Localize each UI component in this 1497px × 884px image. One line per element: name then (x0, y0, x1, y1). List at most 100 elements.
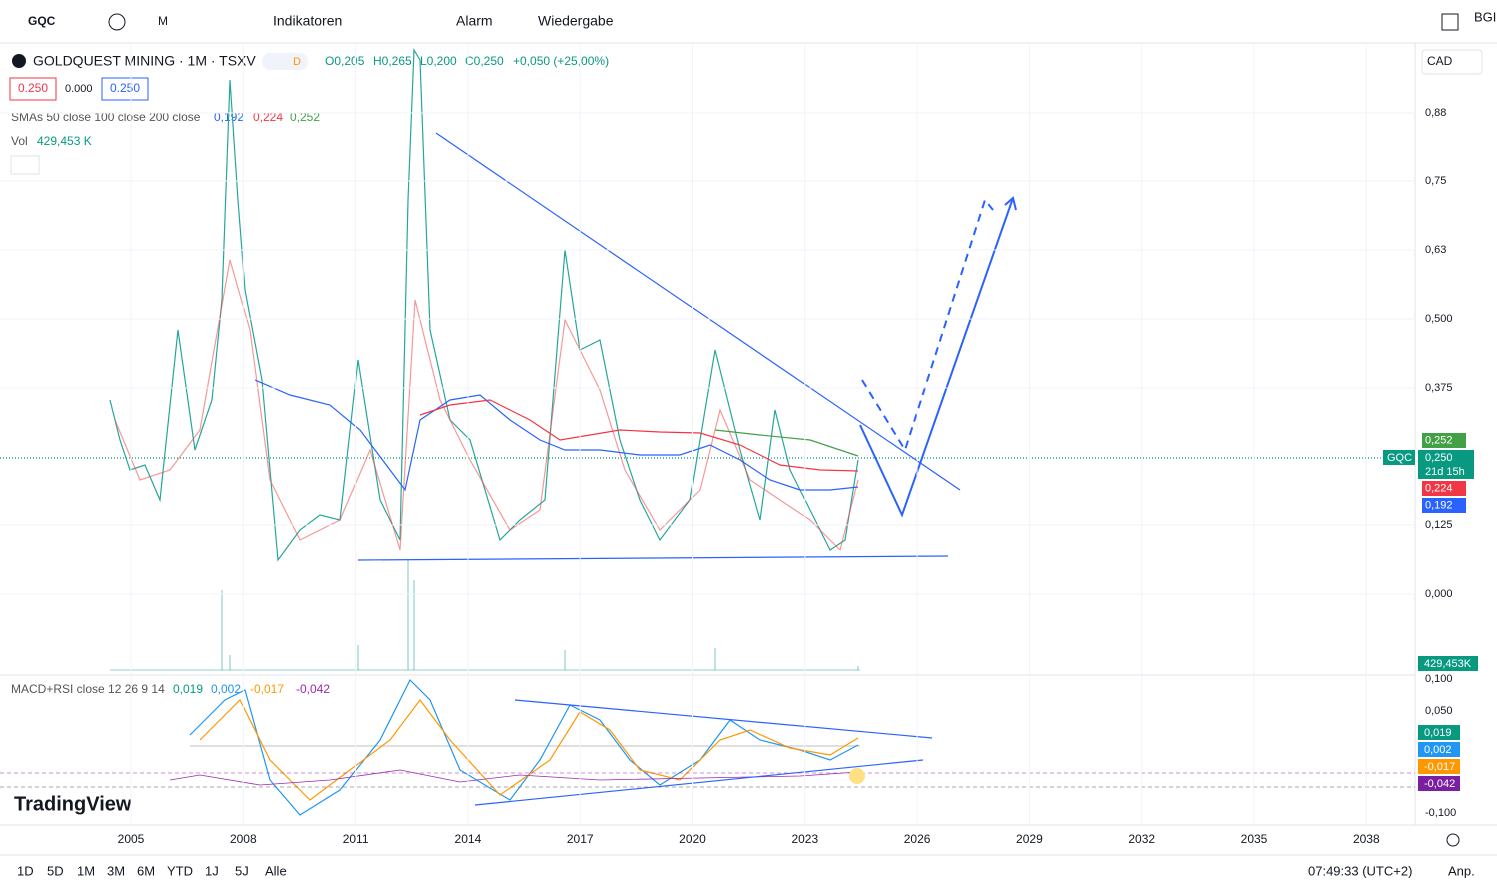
price-tick: 0,000 (1425, 588, 1453, 600)
macd-value-label: 0,019 (1424, 727, 1452, 739)
badge: D (293, 56, 301, 68)
price-series (109, 47, 859, 562)
range-button[interactable]: 5D (47, 863, 64, 878)
legend-title: GOLDQUEST MINING · 1M · TSXV (33, 53, 256, 69)
sma-200: 0,252 (290, 110, 320, 124)
sell-box[interactable] (9, 77, 57, 101)
price-series-down (114, 259, 859, 552)
sma200-label-bg (1422, 433, 1466, 448)
range-button[interactable]: Alle (265, 863, 287, 878)
fullscreen-button[interactable] (1441, 13, 1459, 31)
rsi-value: -0,042 (296, 682, 330, 696)
time-tick: 2032 (1128, 832, 1155, 846)
ohlc-close: C0,250 (465, 54, 504, 68)
symbol-tag: GQC (1387, 452, 1412, 464)
macd-label: MACD+RSI close 12 26 9 14 (11, 682, 165, 696)
macd-hist: 0,019 (173, 682, 203, 696)
volume-bars (110, 560, 860, 671)
collapse-button[interactable] (10, 155, 40, 175)
price-tick: 0,375 (1425, 382, 1453, 394)
volume-label: 429,453K (1424, 658, 1472, 670)
price-tick: 0,500 (1425, 313, 1453, 325)
time-tick: 2017 (567, 832, 594, 846)
indicators-button[interactable]: Indikatoren (273, 13, 342, 29)
sma100-label-bg (1422, 481, 1466, 496)
replay-button[interactable]: Wiedergabe (538, 13, 614, 29)
badge-bg (262, 53, 308, 70)
time-tick: 2035 (1241, 832, 1268, 846)
spread: 0.000 (65, 83, 93, 95)
range-button[interactable]: 1J (205, 863, 219, 878)
interval-button[interactable]: M (158, 14, 168, 28)
sma100-label: 0,224 (1425, 482, 1453, 494)
buy-price[interactable]: 0.250 (110, 81, 140, 95)
last-price: 0,250 (1425, 452, 1453, 464)
price-tick: 0,75 (1425, 175, 1446, 187)
macd-tick: 0,100 (1425, 673, 1453, 685)
sell-price[interactable]: 0.250 (18, 81, 48, 95)
price-tick: 0,88 (1425, 107, 1446, 119)
sma100-line (419, 399, 859, 472)
ohlc-open: O0,205 (325, 54, 365, 68)
price-drawing (0, 47, 1415, 816)
macd-line (189, 678, 859, 816)
symbol-logo (12, 54, 26, 68)
sma-label: SMAs 50 close 100 close 200 close (11, 110, 201, 124)
ohlc-low: L0,200 (420, 54, 457, 68)
user-button[interactable]: BGI (1474, 9, 1496, 24)
sma50-line (254, 379, 859, 492)
range-button[interactable]: 5J (235, 863, 249, 878)
settings-button[interactable] (1446, 833, 1460, 847)
rsi-line (169, 769, 859, 786)
ohlc-change: +0,050 (+25,00%) (513, 54, 609, 68)
buy-box[interactable] (101, 77, 149, 101)
projection-arrow (1004, 196, 1017, 211)
macd-tick: 0,050 (1425, 705, 1453, 717)
adjust-button[interactable]: Anp. (1448, 863, 1475, 878)
compare-button[interactable] (108, 13, 126, 31)
alert-button[interactable]: Alarm (456, 13, 493, 29)
currency[interactable]: CAD (1427, 54, 1453, 68)
symbol-search[interactable]: GQC (28, 14, 56, 28)
macd-trend-upper (514, 699, 933, 739)
range-button[interactable]: 1D (17, 863, 34, 878)
sma50-label-bg (1422, 498, 1466, 513)
time-tick: 2029 (1016, 832, 1043, 846)
time-tick: 2026 (904, 832, 931, 846)
sma200-line (714, 429, 859, 457)
vol-value: 429,453 K (37, 134, 92, 148)
time-tick: 2008 (230, 832, 257, 846)
signal-line (199, 698, 859, 801)
currency-select[interactable] (1421, 49, 1483, 75)
range-button[interactable]: 1M (77, 863, 95, 878)
time-tick: 2011 (343, 832, 369, 846)
support-trendline (357, 555, 949, 561)
time-tick: 2038 (1353, 832, 1380, 846)
range-button[interactable]: 6M (137, 863, 155, 878)
macd-value-bg (1418, 725, 1460, 740)
projection-dashed (861, 197, 994, 453)
time-tick: 2020 (679, 832, 706, 846)
resistance-trendline (435, 132, 961, 491)
time-tick: 2014 (455, 832, 482, 846)
macd-trend-lower (474, 759, 924, 806)
range-button[interactable]: YTD (167, 863, 193, 878)
macd-value-label: -0,042 (1424, 778, 1455, 790)
price-tick: 0,125 (1425, 519, 1453, 531)
volume-label-bg (1418, 656, 1478, 671)
price-tick: 0,63 (1425, 244, 1446, 256)
highlight (849, 768, 865, 784)
last-bg (1418, 450, 1474, 479)
macd-value-label: 0,002 (1424, 744, 1452, 756)
macd-value-label: -0,017 (1424, 761, 1455, 773)
clock: 07:49:33 (UTC+2) (1308, 863, 1412, 878)
sma200-label: 0,252 (1425, 434, 1453, 446)
macd-value-bg (1418, 776, 1460, 791)
time-tick: 2005 (118, 832, 145, 846)
time-tick: 2023 (791, 832, 818, 846)
logo[interactable]: TradingView (14, 793, 132, 815)
vol-label: Vol (11, 134, 28, 148)
countdown: 21d 15h (1425, 466, 1465, 478)
range-button[interactable]: 3M (107, 863, 125, 878)
